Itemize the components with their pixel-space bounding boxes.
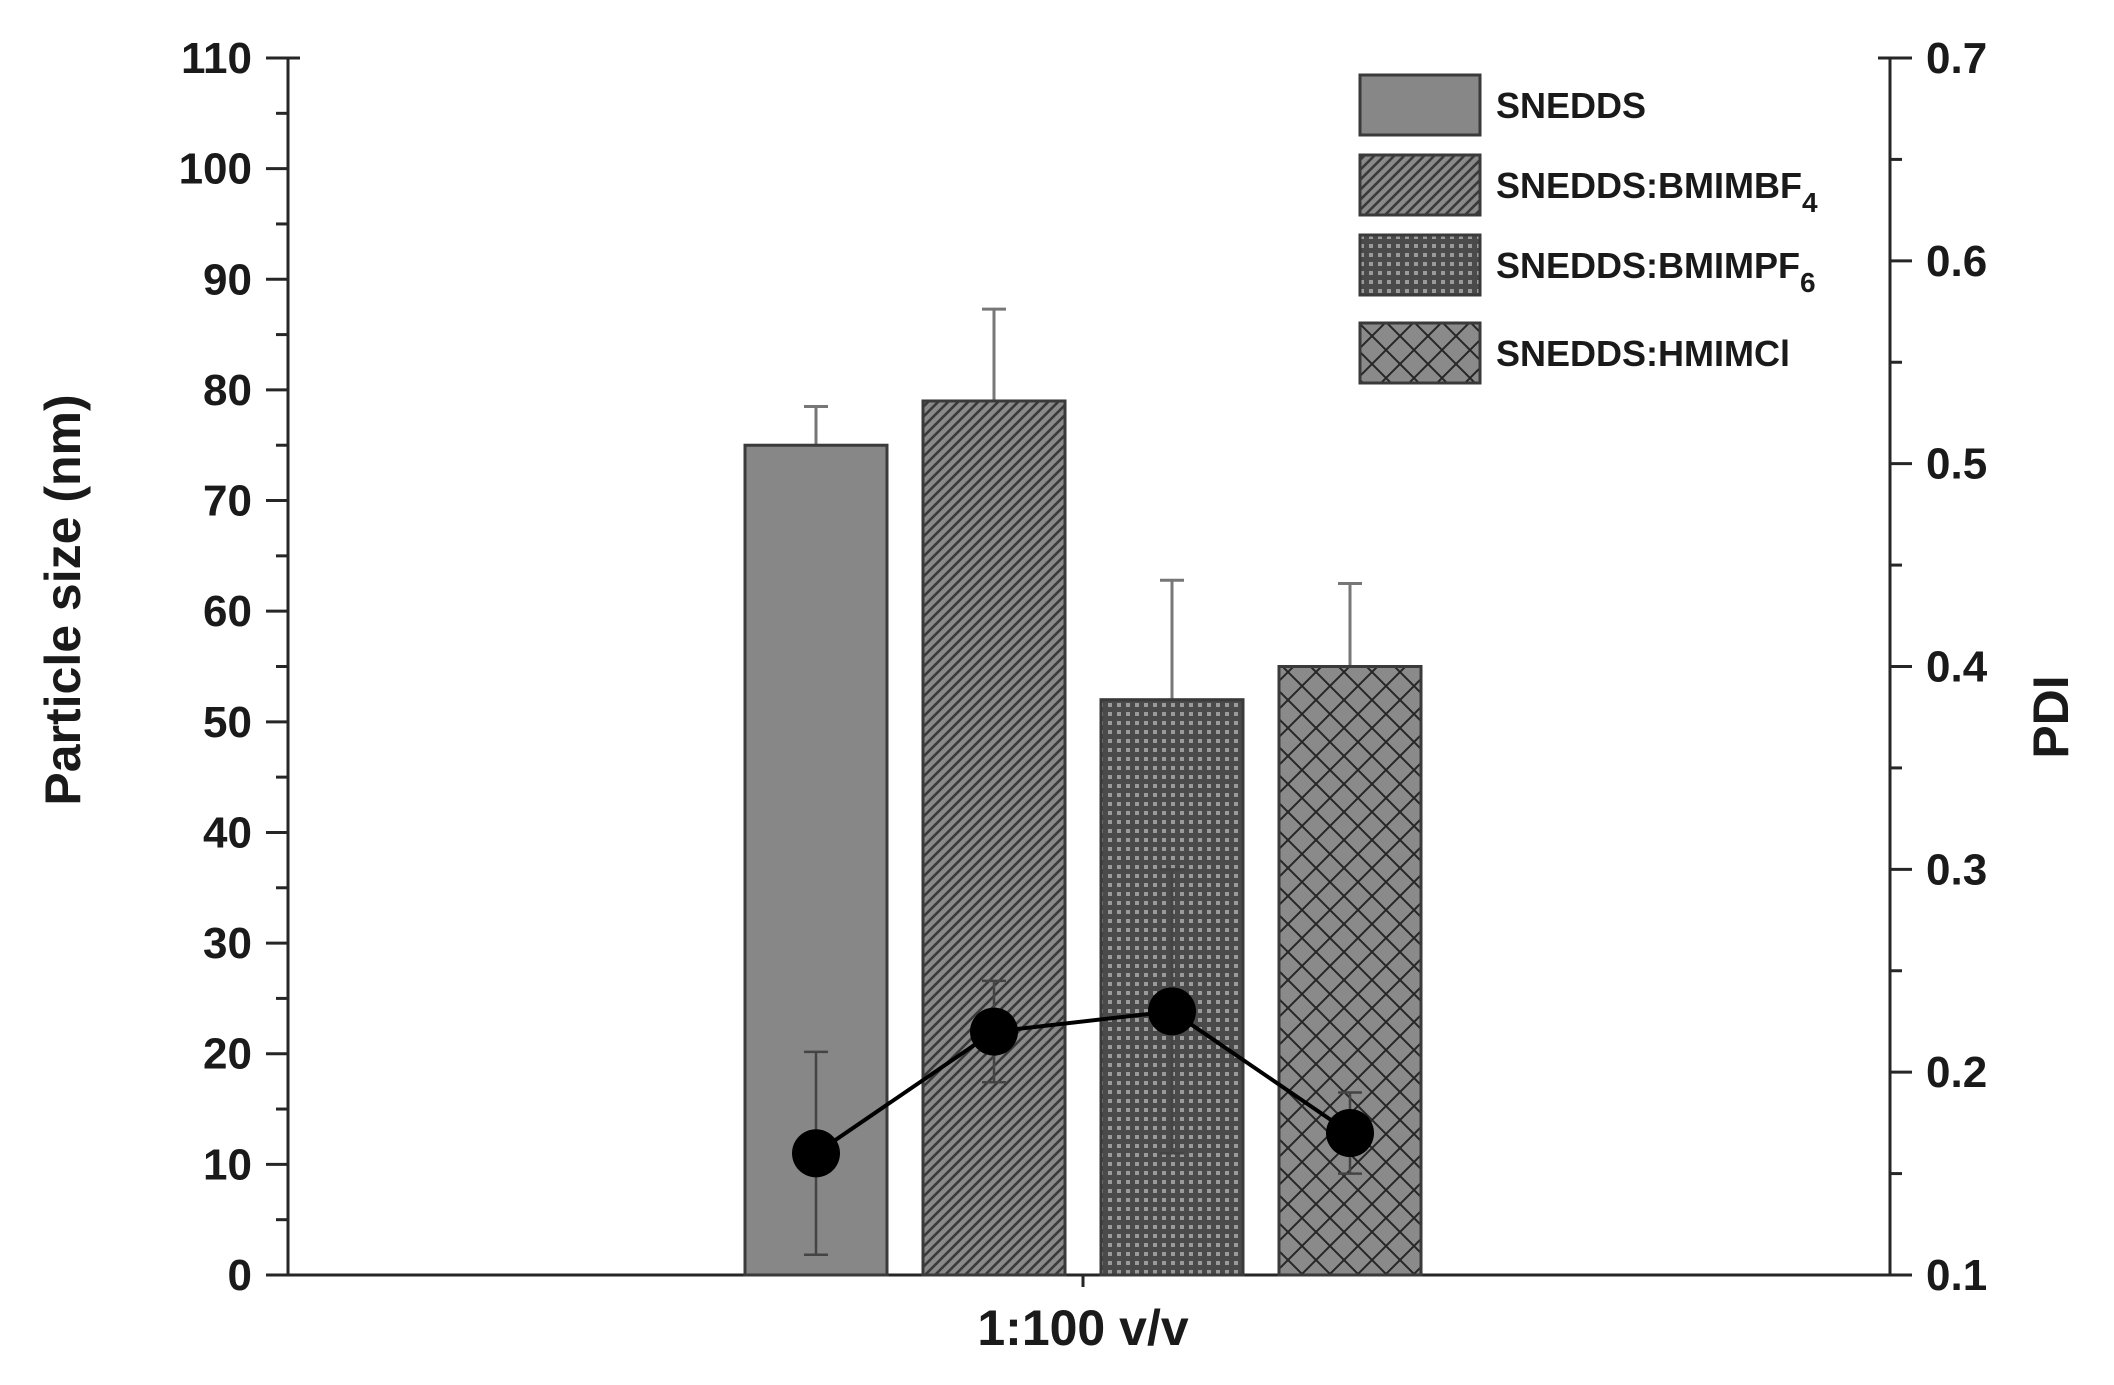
y-tick-label: 110 (181, 34, 252, 83)
legend: SNEDDS SNEDDS:BMIMBF4 SNEDDS:BMIMPF6 SNEDDS… (1358, 73, 1818, 385)
legend-swatch (1358, 233, 1482, 297)
legend-swatch (1358, 321, 1482, 385)
y-tick-label: 20 (203, 1030, 252, 1079)
legend-label: SNEDDS:HMIMCl (1496, 333, 1790, 374)
y-tick-label: 30 (203, 919, 252, 968)
pdi-line (814, 1009, 1352, 1155)
x-axis-title: 1:100 v/v (977, 1300, 1188, 1356)
legend-label: SNEDDS:BMIMBF4 (1496, 165, 1818, 218)
y-tick-label: 10 (203, 1140, 252, 1189)
pdi-point (1326, 1109, 1374, 1158)
bar (921, 399, 1067, 1277)
y-tick-label: 60 (203, 587, 252, 636)
y-tick-label: 40 (203, 808, 252, 857)
y2-tick-label: 0.5 (1926, 440, 1987, 489)
y-tick-label: 90 (203, 255, 252, 304)
pdi-point (1148, 987, 1196, 1036)
legend-label-subscript: 4 (1802, 187, 1818, 218)
y2-tick-label: 0.7 (1926, 34, 1987, 83)
y2-tick-label: 0.3 (1926, 845, 1987, 894)
legend-swatch (1358, 153, 1482, 217)
pdi-series (792, 868, 1374, 1256)
legend-label: SNEDDS:BMIMPF6 (1496, 245, 1816, 298)
legend-label-subscript: 6 (1800, 267, 1816, 298)
pdi-point (970, 1007, 1018, 1056)
y2-tick-label: 0.4 (1926, 643, 1988, 692)
pdi-point (792, 1129, 840, 1178)
y-tick-label: 100 (179, 145, 252, 194)
y-tick-label: 80 (203, 366, 252, 415)
bar (1277, 665, 1423, 1277)
y-tick-label: 0 (228, 1251, 252, 1300)
legend-label: SNEDDS (1496, 85, 1646, 126)
y2-tick-label: 0.2 (1926, 1048, 1987, 1097)
y2-tick-label: 0.1 (1926, 1251, 1987, 1300)
axes: 0 10 20 30 40 50 60 70 80 90 100 110 0.1 0.2 0.3 0.4 0.5… (179, 34, 1988, 1300)
y-tick-label: 70 (203, 477, 252, 526)
y-tick-label: 50 (203, 698, 252, 747)
legend-swatch (1358, 73, 1482, 137)
y-axis-title: Particle size (nm) (35, 394, 91, 805)
y2-tick-label: 0.6 (1926, 237, 1987, 286)
y2-axis-title: PDI (2023, 675, 2079, 758)
